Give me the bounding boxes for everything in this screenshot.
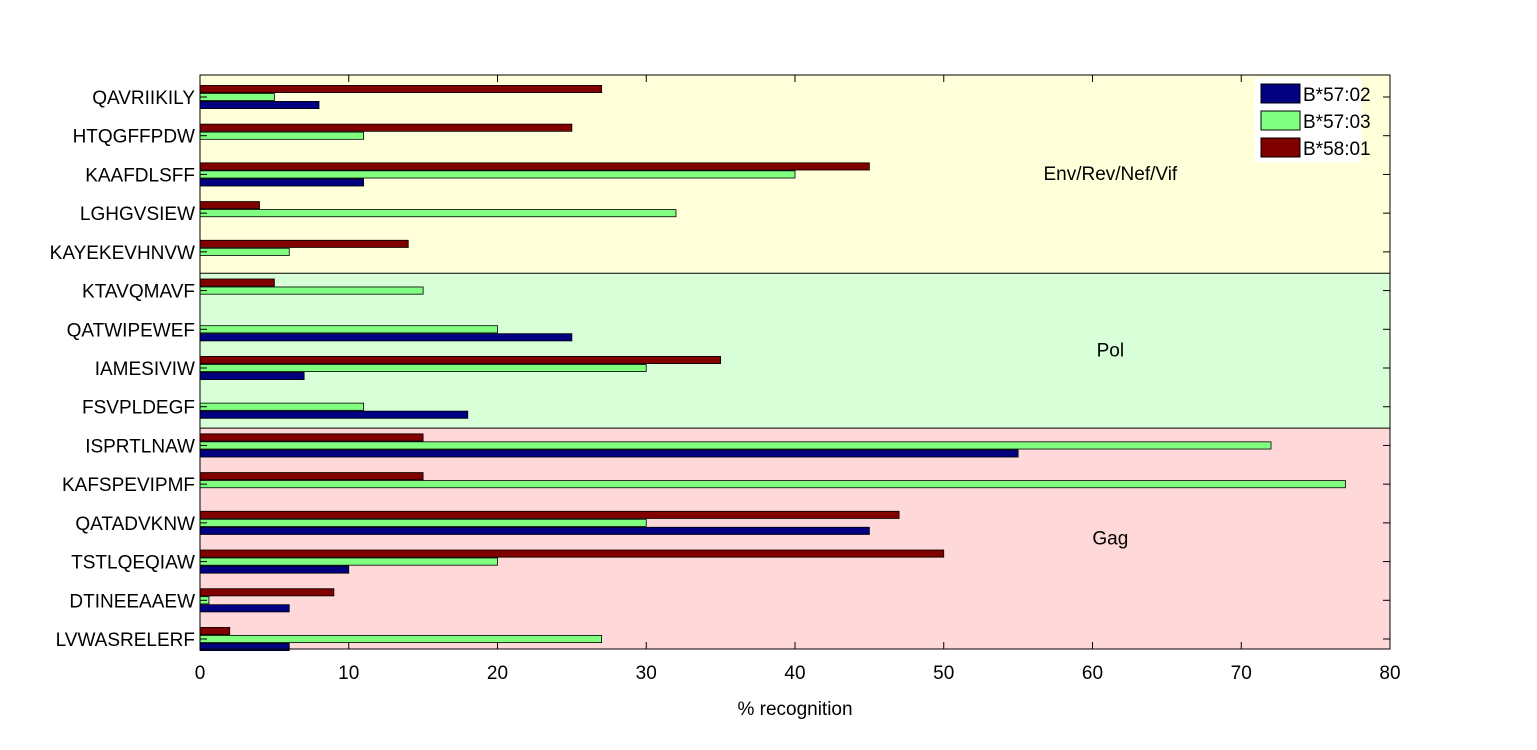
group-band	[200, 428, 1390, 649]
group-label: Gag	[1092, 529, 1128, 550]
bar	[199, 209, 677, 218]
bar	[199, 627, 231, 636]
bar	[199, 286, 424, 295]
group-label: Env/Rev/Nef/Vif	[1043, 164, 1177, 185]
y-tick-label: LGHGVSIEW	[80, 204, 195, 225]
bar	[199, 549, 945, 558]
bar	[199, 480, 1346, 489]
bar	[199, 162, 870, 171]
bar	[199, 325, 498, 334]
bar	[199, 518, 647, 527]
bar	[199, 123, 573, 132]
y-tick-label: ISPRTLNAW	[85, 436, 195, 457]
bar	[199, 85, 603, 94]
x-tick-label: 80	[1379, 663, 1400, 684]
x-tick-label: 70	[1231, 663, 1252, 684]
bar	[199, 510, 900, 519]
x-axis-ticks: 0 10 20 30 40 50 60 70 80	[195, 75, 1401, 684]
group-dividers	[200, 272, 1390, 429]
bar	[199, 604, 290, 613]
legend-swatch	[1260, 137, 1301, 158]
legend: B*57:02 B*57:03 B*58:01	[1254, 77, 1371, 163]
y-tick-label: HTQGFFPDW	[73, 127, 195, 148]
bar	[199, 449, 1019, 458]
y-tick-label: KAAFDLSFF	[85, 165, 195, 186]
bar	[199, 410, 469, 419]
group-label: Pol	[1097, 341, 1124, 362]
y-tick-label: IAMESIVIW	[95, 359, 195, 380]
x-tick-label: 20	[487, 663, 508, 684]
bar	[199, 101, 320, 110]
bar	[199, 356, 722, 365]
bar	[199, 526, 870, 535]
legend-swatch	[1260, 83, 1301, 104]
legend-swatch	[1260, 110, 1301, 131]
y-tick-label: KTAVQMAVF	[82, 282, 195, 303]
group-band	[200, 273, 1390, 429]
bar	[199, 364, 647, 373]
x-tick-label: 10	[338, 663, 359, 684]
y-tick-label: KAFSPEVIPMF	[62, 475, 195, 496]
x-tick-label: 60	[1082, 663, 1103, 684]
bar	[199, 472, 424, 481]
y-tick-label: QATADVKNW	[75, 514, 195, 535]
bar	[199, 170, 796, 179]
y-tick-label: DTINEEAAEW	[69, 591, 195, 612]
bar	[199, 557, 498, 566]
y-axis-labels: QAVRIIKILY HTQGFFPDW KAAFDLSFF LGHGVSIEW KAY…	[50, 88, 1390, 651]
bar	[199, 93, 275, 102]
bar	[199, 178, 365, 187]
bar	[199, 333, 573, 342]
y-tick-label: TSTLQEQIAW	[71, 553, 195, 574]
bar	[199, 201, 260, 210]
bar	[199, 635, 603, 644]
bar	[199, 247, 290, 256]
x-tick-label: 30	[636, 663, 657, 684]
group-labels: Env/Rev/Nef/Vif Pol Gag	[1043, 164, 1177, 549]
bars	[199, 85, 1346, 652]
x-tick-label: 40	[784, 663, 805, 684]
x-axis-label: % recognition	[737, 699, 852, 720]
y-tick-label: QAVRIIKILY	[92, 88, 195, 109]
group-bands	[200, 75, 1390, 649]
bar	[199, 239, 409, 248]
bar	[199, 643, 290, 652]
bar	[199, 441, 1272, 450]
legend-label: B*57:02	[1303, 85, 1371, 106]
bar	[199, 278, 275, 287]
bar	[199, 131, 365, 140]
legend-label: B*57:03	[1303, 112, 1371, 133]
y-tick-label: KAYEKEVHNVW	[50, 243, 195, 264]
y-tick-label: FSVPLDEGF	[82, 398, 195, 419]
bar	[199, 372, 305, 381]
bar	[199, 588, 335, 597]
y-tick-label: LVWASRELERF	[56, 630, 195, 651]
y-tick-label: QATWIPEWEF	[67, 320, 195, 341]
bar	[199, 433, 424, 442]
bar	[199, 402, 365, 411]
x-tick-label: 50	[933, 663, 954, 684]
bar	[199, 565, 350, 574]
legend-label: B*58:01	[1303, 139, 1371, 160]
x-tick-label: 0	[195, 663, 206, 684]
